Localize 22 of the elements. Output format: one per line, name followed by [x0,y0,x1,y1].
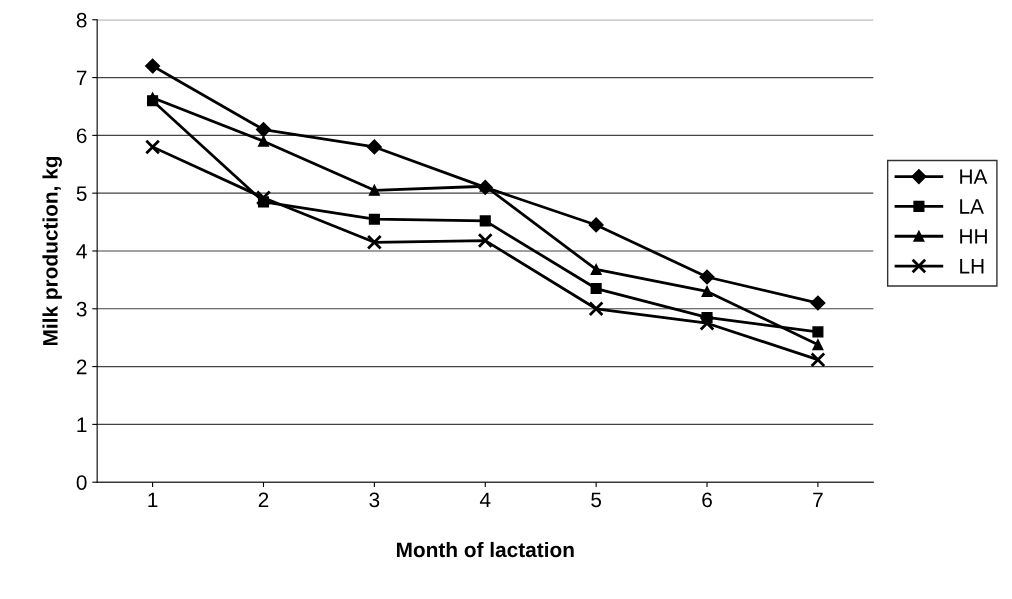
x-tick-label: 6 [702,492,712,508]
y-tick-label: 3 [76,301,87,317]
y-tick-label: 0 [76,475,87,490]
y-tick-label: 6 [76,128,87,144]
legend-label: LA [960,199,984,214]
y-tick-label: 5 [76,186,87,201]
y-tick-label: 7 [76,70,87,86]
x-tick-label: 1 [148,492,158,508]
legend-label: LH [960,259,984,274]
y-tick-label: 8 [76,12,87,28]
x-axis-title: Month of lactation [396,541,574,558]
x-tick-label: 7 [813,492,823,508]
y-axis-title: Milk production, kg [42,156,62,346]
x-tick-label: 2 [258,492,269,508]
y-tick-label: 1 [77,417,87,432]
y-tick-label: 4 [76,244,87,259]
y-tick-label: 2 [76,359,87,375]
legend-label: HA [960,169,988,184]
x-tick-label: 4 [479,492,491,508]
legend-label: HH [960,229,987,244]
x-tick-label: 3 [369,492,380,508]
x-tick-label: 5 [591,492,602,508]
